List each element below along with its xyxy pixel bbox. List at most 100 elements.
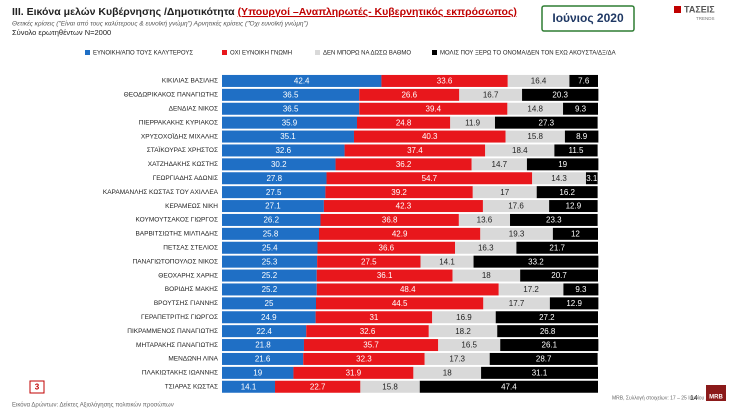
bar-segment — [316, 269, 453, 282]
value-label: 40.3 — [422, 132, 438, 141]
value-label: 15.8 — [382, 382, 398, 391]
bar-segment — [222, 130, 354, 143]
bar-segment — [222, 380, 276, 393]
category-label: ΚΟΥΜΟΥΤΣΑΚΟΣ ΓΙΩΡΓΟΣ — [136, 217, 219, 224]
value-label: 47.4 — [501, 382, 517, 391]
bar-segment — [585, 172, 598, 185]
value-label: 21.7 — [549, 243, 565, 252]
value-label: 33.6 — [437, 77, 453, 86]
bar-segment — [303, 339, 439, 352]
bar-segment — [432, 311, 496, 324]
value-label: 14.1 — [439, 257, 455, 266]
bar-segment — [536, 186, 598, 199]
value-label: 16.3 — [478, 243, 494, 252]
legend-swatch — [432, 50, 437, 55]
bar-segment — [222, 116, 357, 129]
value-label: 14.7 — [492, 160, 508, 169]
bar-segment — [526, 158, 599, 171]
bar-segment — [306, 325, 429, 338]
title: III. Εικόνα μελών Κυβέρνησης /Δημοτικότη… — [12, 6, 235, 18]
value-label: 16.9 — [456, 313, 472, 322]
value-label: 26.2 — [263, 216, 279, 225]
value-label: 25.3 — [262, 257, 278, 266]
category-label: ΚΕΡΑΜΕΩΣ ΝΙΚΗ — [165, 203, 218, 210]
value-label: 24.9 — [261, 313, 277, 322]
value-label: 37.4 — [407, 146, 423, 155]
value-label: 36.1 — [377, 271, 393, 280]
subtitle: Θετικές κρίσεις ("Είναι από τους καλύτερ… — [12, 20, 308, 28]
value-label: 15.8 — [527, 132, 543, 141]
section-box — [29, 380, 45, 394]
bar-segment — [483, 297, 550, 310]
value-label: 36.6 — [379, 243, 395, 252]
value-label: 27.5 — [361, 257, 377, 266]
bar-segment — [450, 116, 495, 129]
brand-box — [706, 385, 726, 401]
value-label: 16.5 — [461, 341, 477, 350]
sample: Σύνολο ερωτηθέντων N=2000 — [12, 28, 111, 37]
category-label: ΓΕΩΡΓΙΑΔΗΣ ΑΔΩΝΙΣ — [153, 175, 218, 182]
value-label: 14.8 — [527, 104, 543, 113]
category-label: ΔΕΝΔΙΑΣ ΝΙΚΟΣ — [169, 105, 218, 112]
value-label: 14.3 — [551, 174, 567, 183]
value-label: 36.5 — [283, 90, 299, 99]
value-label: 21.8 — [255, 341, 271, 350]
category-label: ΒΑΡΒΙΤΣΙΩΤΗΣ ΜΙΛΤΙΑΔΗΣ — [135, 231, 218, 238]
category-label: ΜΕΝΔΩΝΗ ΛΙΝΑ — [168, 356, 218, 363]
category-label: ΘΕΟΔΩΡΙΚΑΚΟΣ ΠΑΝΑΓΙΩΤΗΣ — [124, 92, 218, 99]
value-label: 25 — [265, 299, 274, 308]
bar-segment — [428, 325, 498, 338]
value-label: 25.2 — [262, 285, 278, 294]
value-label: 17.6 — [508, 202, 524, 211]
bar-segment — [563, 283, 599, 296]
bar-segment — [222, 74, 382, 87]
value-label: 13.6 — [477, 216, 493, 225]
title-highlight: (Υπουργοί –Αναπληρωτές- Κυβερνητικός εκπ… — [238, 6, 517, 18]
value-label: 24.8 — [396, 118, 412, 127]
bar-segment — [293, 366, 414, 379]
bar-segment — [569, 74, 598, 87]
value-label: 27.2 — [539, 313, 555, 322]
bar-segment — [335, 158, 472, 171]
value-label: 31.9 — [346, 368, 362, 377]
bar-segment — [222, 241, 318, 254]
bar-segment — [471, 158, 527, 171]
value-label: 12.9 — [566, 299, 582, 308]
bar-segment — [482, 200, 550, 213]
bar-segment — [222, 339, 304, 352]
bar-segment — [344, 144, 486, 157]
bar-segment — [458, 213, 511, 226]
value-label: 3.1 — [586, 174, 598, 183]
bar-segment — [505, 130, 565, 143]
bar-segment — [222, 213, 321, 226]
bar-segment — [455, 241, 517, 254]
value-label: 17.7 — [509, 299, 525, 308]
bar-segment — [325, 186, 473, 199]
value-label: 35.9 — [282, 118, 298, 127]
date-box — [541, 5, 635, 32]
category-label: ΠΙΚΡΑΜΜΕΝΟΣ ΠΑΝΑΓΙΩΤΗΣ — [127, 328, 218, 335]
value-label: 25.4 — [262, 243, 278, 252]
value-label: 9.3 — [575, 285, 587, 294]
bar-segment — [522, 88, 599, 101]
bar-segment — [222, 102, 360, 115]
bar-segment — [564, 130, 599, 143]
bar-segment — [359, 88, 460, 101]
bar-segment — [419, 380, 598, 393]
bar-segment — [510, 213, 598, 226]
value-label: 25.8 — [263, 229, 279, 238]
bar-segment — [438, 339, 501, 352]
bar-segment — [452, 269, 521, 282]
bar-segment — [303, 352, 425, 365]
bar-segment — [222, 186, 326, 199]
bar-segment — [317, 241, 456, 254]
category-label: ΚΙΚΙΛΙΑΣ ΒΑΣΙΛΗΣ — [162, 78, 218, 85]
bar-segment — [489, 352, 598, 365]
bar-segment — [549, 297, 599, 310]
value-label: 16.7 — [483, 90, 499, 99]
bar-segment — [507, 102, 564, 115]
value-label: 32.3 — [356, 355, 372, 364]
value-label: 27.1 — [265, 202, 281, 211]
value-label: 16.2 — [559, 188, 575, 197]
